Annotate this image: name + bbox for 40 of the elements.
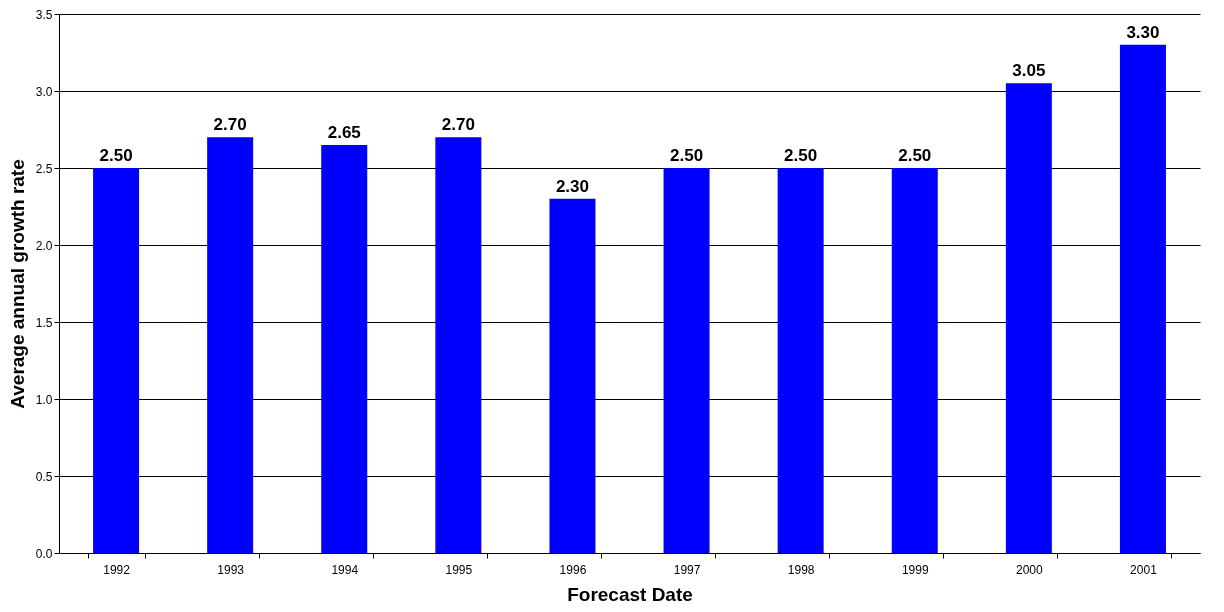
data-label: 2.70 (213, 115, 247, 135)
bar (435, 137, 482, 553)
data-label: 2.70 (441, 115, 475, 135)
bar (549, 198, 596, 553)
y-tick-label: 3.5 (35, 7, 53, 22)
data-label: 2.50 (99, 146, 133, 165)
x-tick-label: 1997 (673, 562, 701, 577)
y-tick-label: 2.5 (35, 161, 53, 176)
y-axis-title: Average annual growth rate (6, 159, 28, 409)
x-tick-label: 1995 (445, 562, 473, 577)
bar (891, 168, 938, 553)
data-label: 3.30 (1126, 22, 1160, 42)
bar (1119, 44, 1166, 553)
y-tick-label: 0.5 (35, 469, 53, 484)
x-tick-label: 1994 (331, 562, 359, 577)
bar (207, 137, 254, 553)
bar (777, 168, 824, 553)
bar (1005, 83, 1052, 553)
data-label: 2.30 (555, 176, 589, 196)
y-tick-label: 1.5 (35, 315, 53, 330)
bar (93, 168, 140, 553)
x-tick-label: 1993 (217, 562, 245, 577)
data-label: 2.50 (784, 146, 818, 165)
data-label: 2.50 (898, 146, 932, 165)
data-label: 2.50 (670, 146, 704, 165)
x-tick-label: 2000 (1016, 562, 1044, 577)
x-tick-label: 1999 (901, 562, 929, 577)
x-tick-label: 1998 (787, 562, 815, 577)
x-tick-label: 2001 (1130, 562, 1158, 577)
x-tick-label: 1992 (103, 562, 131, 577)
y-tick-label: 1.0 (35, 392, 53, 407)
data-label: 3.05 (1012, 61, 1046, 81)
x-axis-title: Forecast Date (567, 583, 693, 605)
y-tick-label: 3.0 (35, 84, 53, 99)
data-label: 2.65 (327, 122, 361, 142)
y-tick-label: 0.0 (35, 546, 53, 561)
y-tick-label: 2.0 (35, 238, 53, 253)
bar (663, 168, 710, 553)
bar (321, 144, 368, 553)
x-tick-label: 1996 (559, 562, 587, 577)
